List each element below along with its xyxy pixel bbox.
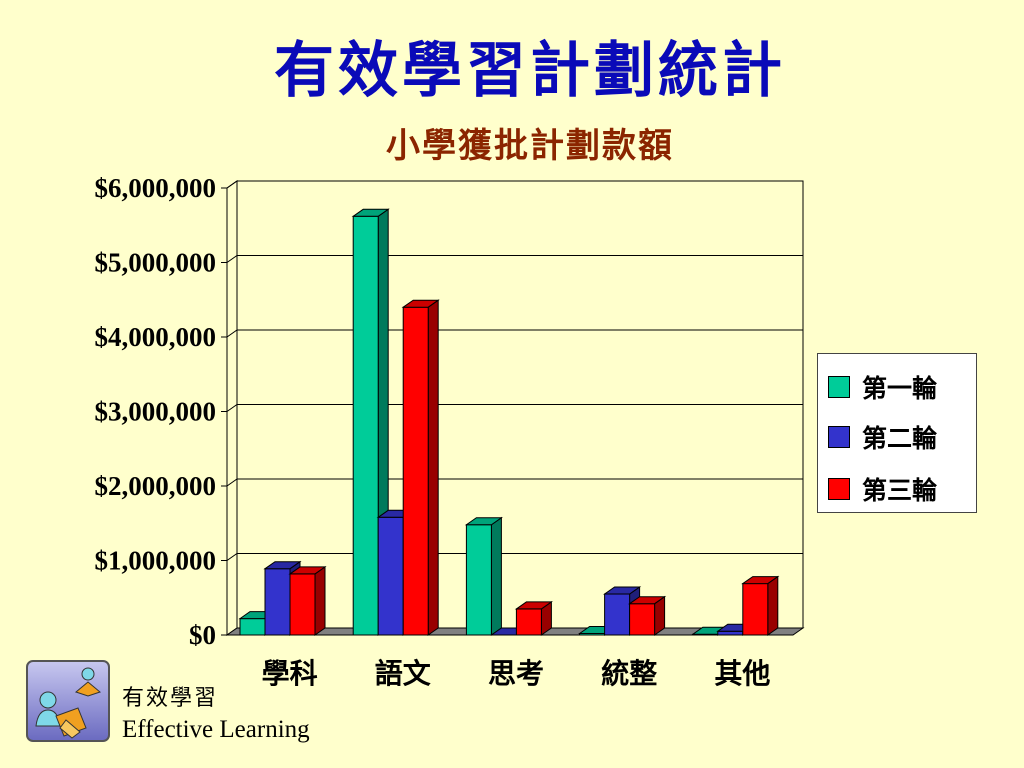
legend-item: 第三輪 bbox=[828, 474, 938, 505]
bar-top bbox=[514, 601, 553, 610]
bar-top bbox=[628, 596, 667, 605]
legend-item: 第一輪 bbox=[828, 372, 938, 403]
legend-label: 第二輪 bbox=[862, 424, 938, 453]
bar bbox=[629, 603, 656, 636]
y-tick-label: $0 bbox=[189, 620, 216, 650]
y-tick-label: $3,000,000 bbox=[95, 397, 217, 427]
bar bbox=[742, 583, 769, 636]
y-tick-label: $1,000,000 bbox=[95, 546, 217, 576]
bar-side bbox=[314, 565, 326, 636]
bar bbox=[289, 573, 316, 636]
bar bbox=[717, 630, 744, 636]
y-tick-label: $2,000,000 bbox=[95, 471, 217, 501]
bar bbox=[264, 568, 291, 636]
gridline bbox=[226, 404, 803, 412]
chart-subtitle: 小學獲批計劃款額 bbox=[386, 126, 674, 166]
bar bbox=[352, 215, 379, 636]
chart-title: 有效學習計劃統計 bbox=[274, 36, 786, 106]
bar-top bbox=[263, 561, 302, 570]
y-tick-label: $4,000,000 bbox=[95, 322, 217, 352]
gridline bbox=[226, 553, 803, 561]
bar-top bbox=[351, 208, 390, 217]
x-tick-label: 思考 bbox=[488, 657, 544, 690]
bar-side bbox=[767, 575, 779, 636]
bar-top bbox=[288, 566, 327, 575]
bar bbox=[604, 593, 631, 636]
bar bbox=[465, 524, 492, 636]
legend-label: 第一輪 bbox=[862, 374, 938, 403]
bar-side bbox=[427, 299, 439, 636]
bar bbox=[402, 306, 429, 636]
legend-item: 第二輪 bbox=[828, 422, 938, 453]
bar-top bbox=[464, 517, 503, 526]
x-tick-label: 學科 bbox=[262, 657, 318, 690]
gridline bbox=[226, 180, 803, 189]
bar-side bbox=[490, 516, 502, 636]
legend-swatch bbox=[828, 478, 850, 500]
chart-legend: 第一輪 第二輪 第三輪 bbox=[817, 353, 977, 513]
bar bbox=[239, 618, 266, 636]
bar bbox=[377, 516, 404, 636]
legend-label: 第三輪 bbox=[862, 476, 938, 505]
bar-top bbox=[603, 586, 642, 595]
x-tick-label: 語文 bbox=[375, 657, 431, 690]
gridline bbox=[226, 478, 803, 487]
bar-top bbox=[401, 299, 440, 308]
footer-chinese-label: 有效學習 bbox=[122, 686, 219, 711]
bar-top bbox=[741, 576, 780, 585]
legend-swatch bbox=[828, 376, 850, 398]
bar bbox=[515, 608, 542, 636]
y-tick-label: $6,000,000 bbox=[95, 173, 217, 203]
x-tick-label: 其他 bbox=[714, 657, 770, 690]
gridline bbox=[226, 255, 803, 263]
y-tick-label: $5,000,000 bbox=[95, 248, 217, 278]
effective-learning-logo bbox=[26, 660, 110, 742]
footer-english-label: Effective Learning bbox=[122, 716, 310, 743]
legend-swatch bbox=[828, 426, 850, 448]
gridline bbox=[226, 329, 803, 338]
x-tick-label: 統整 bbox=[601, 657, 657, 690]
